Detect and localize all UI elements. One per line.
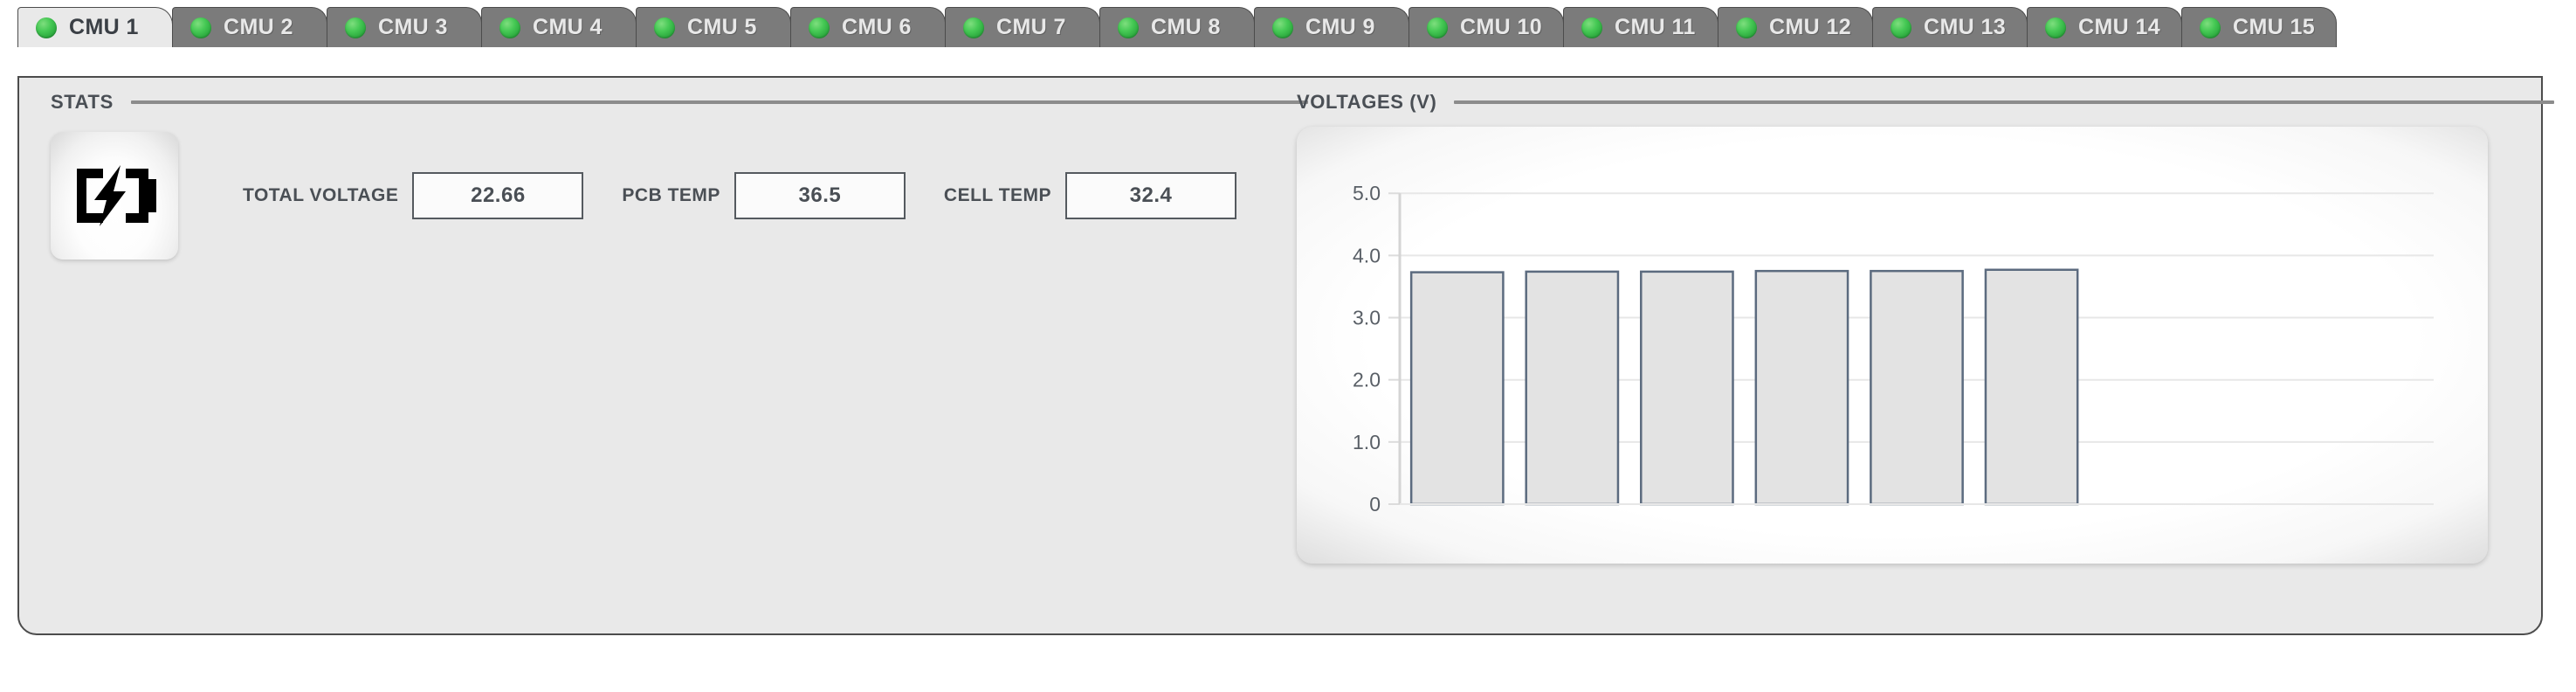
svg-text:2.0: 2.0 xyxy=(1353,369,1381,391)
status-led-icon xyxy=(1891,17,1911,38)
tab-cmu-3[interactable]: CMU 3 xyxy=(327,7,482,47)
svg-text:0: 0 xyxy=(1369,493,1381,516)
stats-body: TOTAL VOLTAGE 22.66 PCB TEMP 36.5 CELL TEMP 3… xyxy=(51,132,1237,260)
tab-label: CMU 8 xyxy=(1151,15,1221,39)
stat-value-field[interactable]: 32.4 xyxy=(1065,172,1237,219)
svg-text:4.0: 4.0 xyxy=(1353,244,1381,266)
tab-cmu-11[interactable]: CMU 11 xyxy=(1563,7,1718,47)
stat-field: TOTAL VOLTAGE 22.66 xyxy=(243,172,584,219)
status-led-icon xyxy=(345,17,366,38)
tab-label: CMU 12 xyxy=(1769,15,1852,39)
tab-label: CMU 14 xyxy=(2078,15,2161,39)
status-led-icon xyxy=(654,17,675,38)
tab-label: CMU 1 xyxy=(69,15,139,39)
tab-label: CMU 6 xyxy=(842,15,912,39)
tab-label: CMU 5 xyxy=(687,15,757,39)
status-led-icon xyxy=(2200,17,2221,38)
status-led-icon xyxy=(36,17,57,38)
tab-label: CMU 9 xyxy=(1305,15,1375,39)
stats-section-divider xyxy=(130,100,1308,104)
stats-section-header: STATS xyxy=(51,91,1308,114)
tab-label: CMU 11 xyxy=(1615,15,1696,39)
tab-label: CMU 4 xyxy=(533,15,603,39)
tab-cmu-9[interactable]: CMU 9 xyxy=(1254,7,1409,47)
cmu-tab-bar: CMU 1 CMU 2 CMU 3 CMU 4 CMU 5 CMU 6 CMU 7 CMU 8… xyxy=(17,7,2559,47)
stat-value-field[interactable]: 36.5 xyxy=(734,172,906,219)
status-led-icon xyxy=(1427,17,1448,38)
stat-value-field[interactable]: 22.66 xyxy=(412,172,584,219)
voltages-chart-card: 0 1.0 2.0 3.0 4.0 5.0 xyxy=(1297,127,2488,564)
tab-label: CMU 15 xyxy=(2233,15,2316,39)
tab-cmu-13[interactable]: CMU 13 xyxy=(1872,7,2028,47)
tab-label: CMU 13 xyxy=(1924,15,2007,39)
status-led-icon xyxy=(2045,17,2066,38)
tab-label: CMU 7 xyxy=(996,15,1066,39)
tab-cmu-14[interactable]: CMU 14 xyxy=(2027,7,2182,47)
tab-cmu-4[interactable]: CMU 4 xyxy=(481,7,637,47)
stat-field: CELL TEMP 32.4 xyxy=(943,172,1237,219)
stat-label: PCB TEMP xyxy=(622,185,720,205)
tab-label: CMU 10 xyxy=(1460,15,1543,39)
cmu-detail-panel: STATS VOLTAGES (V) xyxy=(17,76,2555,635)
voltages-section-divider xyxy=(1454,100,2555,104)
tab-cmu-6[interactable]: CMU 6 xyxy=(790,7,946,47)
stat-label: TOTAL VOLTAGE xyxy=(243,185,399,205)
voltages-section-header: VOLTAGES (V) xyxy=(1297,91,2555,114)
status-led-icon xyxy=(1736,17,1757,38)
tab-label: CMU 3 xyxy=(378,15,448,39)
tab-cmu-12[interactable]: CMU 12 xyxy=(1718,7,1873,47)
status-led-icon xyxy=(190,17,211,38)
status-led-icon xyxy=(1272,17,1293,38)
tab-cmu-8[interactable]: CMU 8 xyxy=(1099,7,1255,47)
status-led-icon xyxy=(1118,17,1139,38)
battery-charging-icon xyxy=(51,132,178,260)
status-led-icon xyxy=(963,17,984,38)
svg-text:3.0: 3.0 xyxy=(1353,307,1381,329)
status-led-icon xyxy=(809,17,830,38)
voltages-bar-chart: 0 1.0 2.0 3.0 4.0 5.0 xyxy=(1297,127,2488,564)
status-led-icon xyxy=(499,17,520,38)
tab-cmu-15[interactable]: CMU 15 xyxy=(2181,7,2337,47)
tab-cmu-10[interactable]: CMU 10 xyxy=(1409,7,1564,47)
svg-text:1.0: 1.0 xyxy=(1353,431,1381,453)
tab-label: CMU 2 xyxy=(224,15,293,39)
stat-label: CELL TEMP xyxy=(943,185,1052,205)
stat-field-group: TOTAL VOLTAGE 22.66 PCB TEMP 36.5 CELL TEMP 3… xyxy=(243,132,1237,260)
stat-field: PCB TEMP 36.5 xyxy=(622,172,906,219)
tab-cmu-2[interactable]: CMU 2 xyxy=(172,7,327,47)
stats-section-title: STATS xyxy=(51,91,114,113)
tab-cmu-5[interactable]: CMU 5 xyxy=(636,7,791,47)
voltages-section-title: VOLTAGES (V) xyxy=(1297,91,1437,113)
svg-text:5.0: 5.0 xyxy=(1353,182,1381,204)
status-led-icon xyxy=(1581,17,1602,38)
tab-cmu-7[interactable]: CMU 7 xyxy=(945,7,1100,47)
tab-cmu-1[interactable]: CMU 1 xyxy=(17,7,173,47)
